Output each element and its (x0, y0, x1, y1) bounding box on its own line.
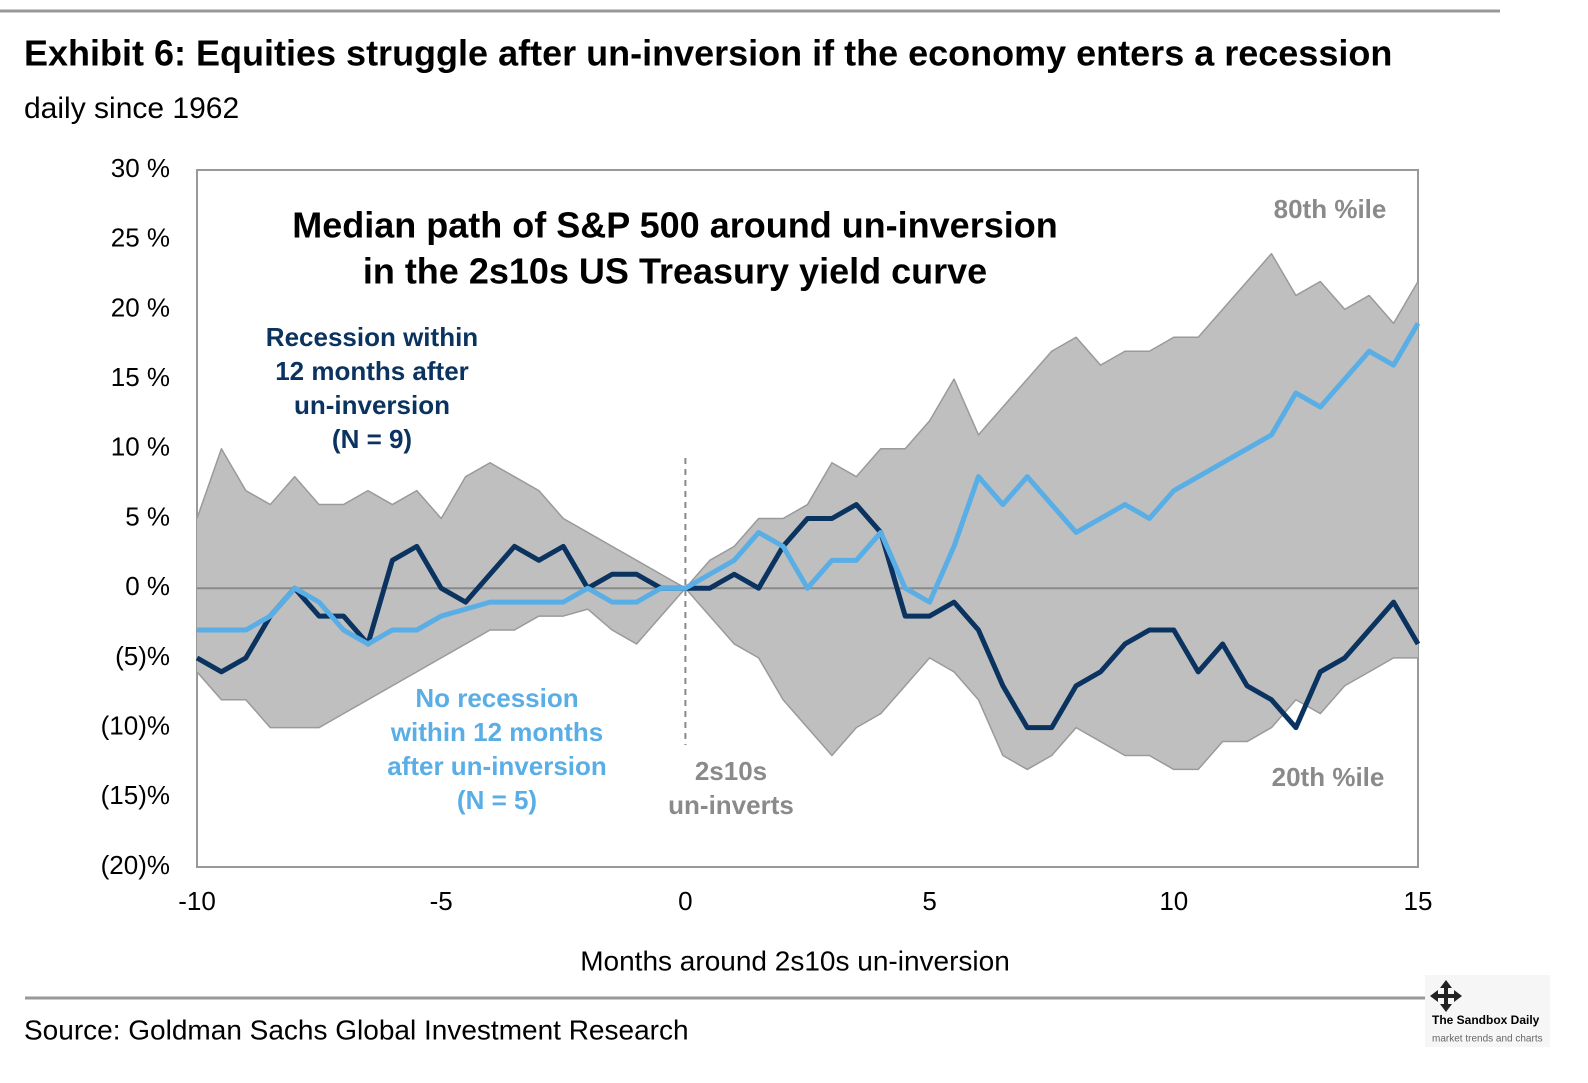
series-label: (N = 5) (457, 785, 537, 815)
inner-title: in the 2s10s US Treasury yield curve (363, 251, 987, 292)
series-label: Recession within (266, 322, 478, 352)
series-line (195, 502, 1421, 731)
band-edge (196, 587, 1418, 771)
series-label: No recession (415, 683, 578, 713)
series-label: within 12 months (390, 717, 603, 747)
series-label: un-inversion (294, 390, 450, 420)
band-fill (197, 253, 1418, 770)
watermark-icon (1430, 980, 1462, 1012)
y-tick-label: 10 % (111, 432, 170, 462)
series-label: after un-inversion (387, 751, 607, 781)
band-edge (196, 252, 1419, 589)
y-tick-label: (15)% (101, 780, 170, 810)
watermark-subtitle: market trends and charts (1432, 1034, 1543, 1045)
y-tick-label: 30 % (111, 153, 170, 183)
x-tick-label: 10 (1159, 886, 1188, 916)
y-tick-label: 0 % (125, 571, 170, 601)
series-label: (N = 9) (332, 424, 412, 454)
series-line (197, 322, 1421, 647)
series-label: 80th %ile (1274, 194, 1387, 224)
series-label: 20th %ile (1272, 762, 1385, 792)
vline-label: un-inverts (668, 790, 794, 820)
x-tick-label: 0 (678, 886, 692, 916)
y-tick-label: (10)% (101, 710, 170, 740)
y-tick-label: 5 % (125, 501, 170, 531)
x-tick-label: 15 (1404, 886, 1433, 916)
vline-label: 2s10s (695, 756, 767, 786)
x-tick-label: -5 (430, 886, 453, 916)
x-axis-label: Months around 2s10s un-inversion (580, 945, 1010, 976)
plot-area (195, 252, 1421, 771)
x-tick-label: 5 (922, 886, 936, 916)
series-label: 12 months after (275, 356, 469, 386)
chart-subtitle: daily since 1962 (24, 92, 239, 125)
chart-title: Exhibit 6: Equities struggle after un-in… (24, 33, 1392, 74)
y-tick-label: 20 % (111, 292, 170, 322)
y-tick-label: (5)% (115, 641, 170, 671)
y-tick-label: (20)% (101, 850, 170, 880)
inner-title: Median path of S&P 500 around un-inversi… (292, 205, 1057, 246)
x-tick-label: -10 (178, 886, 216, 916)
y-tick-label: 15 % (111, 362, 170, 392)
source: Source: Goldman Sachs Global Investment … (24, 1014, 689, 1045)
y-tick-label: 25 % (111, 223, 170, 253)
watermark-title: The Sandbox Daily (1432, 1013, 1540, 1027)
